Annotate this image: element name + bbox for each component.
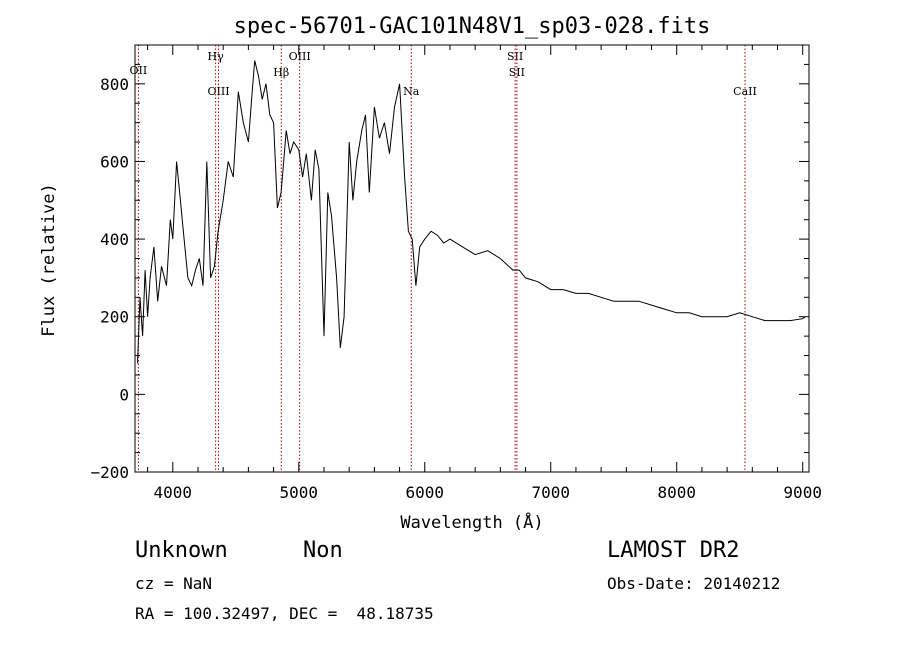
line-marker-label: OIII <box>289 50 311 63</box>
redshift-cz: cz = NaN <box>135 574 213 593</box>
y-tick-label: 600 <box>100 152 129 171</box>
chart-title: spec-56701-GAC101N48V1_sp03-028.fits <box>234 14 711 39</box>
x-tick-label: 7000 <box>531 483 570 502</box>
object-subclass: Non <box>303 538 343 563</box>
obs-date: Obs-Date: 20140212 <box>607 574 781 593</box>
line-marker-label: SII <box>509 66 525 79</box>
line-marker-label: Na <box>403 85 420 98</box>
line-marker-label: Hγ <box>208 50 225 63</box>
survey-name: LAMOST DR2 <box>607 538 740 563</box>
tick-labels: 4000 5000 6000 7000 8000 9000 −200 0 200 400 600 80… <box>90 75 821 502</box>
x-tick-label: 9000 <box>783 483 822 502</box>
line-marker-label: Hβ <box>273 66 289 79</box>
axis-ticks <box>135 44 809 473</box>
object-type: Unknown <box>135 538 228 563</box>
y-tick-label: −200 <box>90 463 129 482</box>
x-tick-label: 4000 <box>154 483 193 502</box>
y-tick-label: 400 <box>100 230 129 249</box>
x-tick-label: 5000 <box>280 483 319 502</box>
x-tick-label: 6000 <box>405 483 444 502</box>
x-tick-label: 8000 <box>657 483 696 502</box>
line-marker-label: CaII <box>733 85 757 98</box>
line-marker-label: OII <box>130 64 148 77</box>
y-tick-label: 800 <box>100 75 129 94</box>
x-axis-label: Wavelength (Å) <box>400 511 543 533</box>
line-marker-label: SII <box>507 50 523 63</box>
spectrum-series-line <box>137 60 806 364</box>
coordinates: RA = 100.32497, DEC = 48.18735 <box>135 604 434 623</box>
y-tick-label: 200 <box>100 308 129 327</box>
y-tick-label: 0 <box>119 385 129 404</box>
plot-frame <box>134 44 810 473</box>
line-marker-label: OIII <box>207 85 229 98</box>
y-axis-label: Flux (relative) <box>39 183 59 337</box>
